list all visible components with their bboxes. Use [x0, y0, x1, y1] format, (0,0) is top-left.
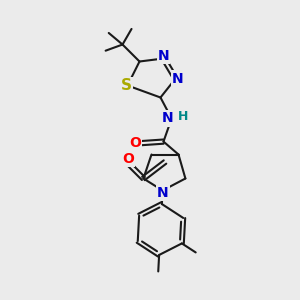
Text: N: N	[157, 186, 168, 200]
Text: O: O	[129, 136, 141, 150]
Text: S: S	[121, 78, 131, 93]
Text: N: N	[158, 49, 169, 63]
Text: H: H	[178, 110, 189, 124]
Text: N: N	[172, 72, 184, 86]
Text: O: O	[122, 152, 134, 166]
Text: N: N	[162, 112, 174, 125]
